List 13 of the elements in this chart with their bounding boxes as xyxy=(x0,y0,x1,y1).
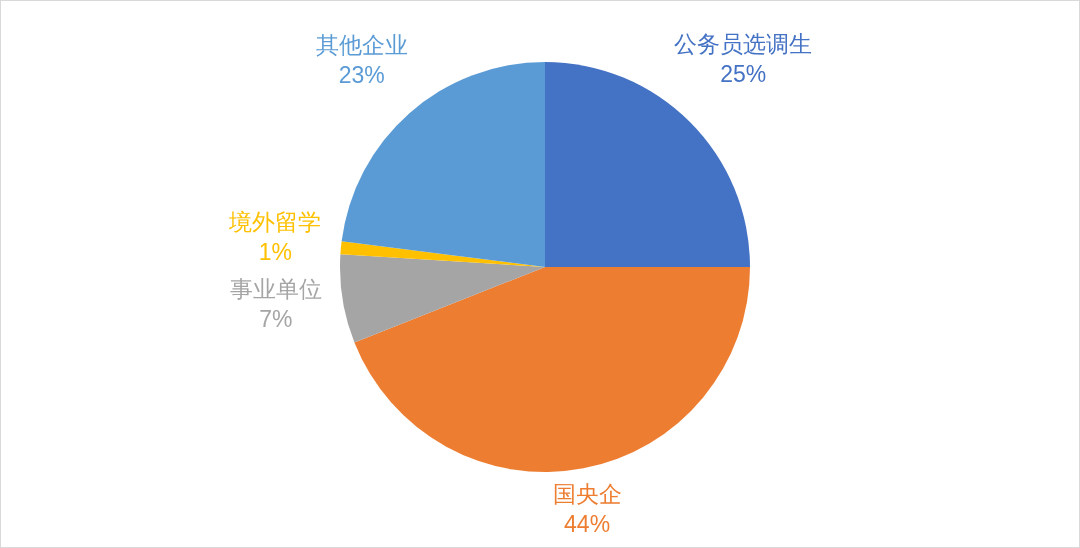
pie-slice xyxy=(354,267,750,472)
slice-label: 事业单位 xyxy=(229,276,322,303)
data-label: 25% xyxy=(720,61,767,88)
slice-label: 公务员选调生 xyxy=(674,31,813,58)
pie-slice xyxy=(341,62,545,267)
slice-label: 国央企 xyxy=(552,481,622,508)
data-label: 7% xyxy=(259,306,293,333)
data-label: 44% xyxy=(564,511,611,538)
data-label: 1% xyxy=(258,239,292,266)
data-label: 23% xyxy=(338,62,385,89)
slice-label: 其他企业 xyxy=(315,32,408,59)
pie-slice xyxy=(340,254,545,343)
slice-label: 境外留学 xyxy=(228,209,322,236)
